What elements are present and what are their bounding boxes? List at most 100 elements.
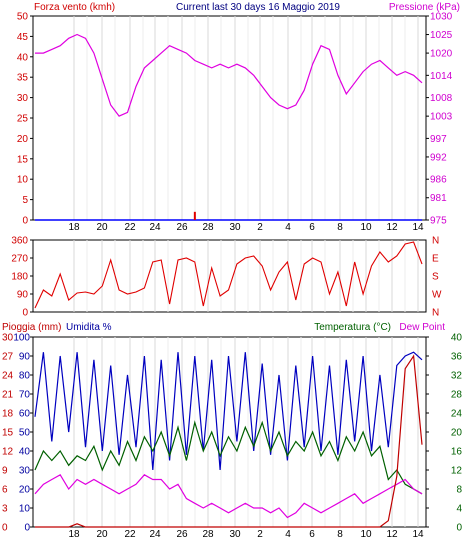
x-tick-label: 30 bbox=[229, 222, 241, 233]
x-tick-label: 30 bbox=[229, 529, 241, 540]
x-tick-label: 24 bbox=[149, 0, 161, 3]
humidity-tick-label: 20 bbox=[19, 485, 31, 496]
x-tick-label: 26 bbox=[176, 529, 188, 540]
x-tick-label: 4 bbox=[285, 529, 291, 540]
rain-tick-label: 15 bbox=[2, 428, 14, 439]
plot-area-1 bbox=[32, 15, 427, 221]
x-tick-label: 2 bbox=[257, 0, 263, 3]
wind-tick-label: 10 bbox=[17, 175, 29, 186]
pressure-series-line bbox=[35, 33, 423, 117]
x-tick-label: 8 bbox=[337, 529, 343, 540]
x-tick-label: 24 bbox=[149, 222, 161, 233]
x-tick-label: 2 bbox=[257, 529, 263, 540]
x-tick-label: 20 bbox=[96, 0, 108, 3]
humidity-tick-label: 30 bbox=[19, 466, 31, 477]
direction-tick-label: 360 bbox=[11, 236, 28, 247]
wind-tick-label: 20 bbox=[17, 134, 29, 145]
humidity-tick-label: 0 bbox=[24, 523, 30, 534]
rain-tick-label: 6 bbox=[2, 485, 8, 496]
wind-speed-axis-title: Forza vento (kmh) bbox=[34, 2, 115, 13]
rain-tick-label: 0 bbox=[2, 523, 8, 534]
humidity-tick-label: 50 bbox=[19, 428, 31, 439]
x-tick-label: 6 bbox=[309, 0, 315, 3]
humidity-tick-label: 70 bbox=[19, 390, 31, 401]
x-tick-label: 26 bbox=[176, 222, 188, 233]
x-tick-label: 10 bbox=[360, 222, 372, 233]
compass-tick-label: N bbox=[432, 236, 439, 247]
pressure-tick-label: 1025 bbox=[430, 30, 453, 41]
plot-area-2 bbox=[32, 239, 427, 313]
pressure-tick-label: 981 bbox=[430, 193, 447, 204]
dewpoint-series-line bbox=[34, 473, 423, 519]
rain-tick-label: 18 bbox=[2, 409, 14, 420]
humidity-tick-label: 80 bbox=[19, 371, 31, 382]
humidity-series-line bbox=[34, 351, 423, 471]
pressure-tick-label: 997 bbox=[430, 134, 447, 145]
wind-tick-label: 5 bbox=[22, 195, 28, 206]
x-tick-label: 18 bbox=[68, 529, 80, 540]
temperature-tick-label: 16 bbox=[451, 447, 463, 458]
temperature-tick-label: 12 bbox=[451, 466, 463, 477]
compass-tick-label: E bbox=[432, 254, 439, 265]
x-tick-label: 28 bbox=[202, 529, 214, 540]
x-tick-label: 12 bbox=[386, 529, 398, 540]
temperature-tick-label: 4 bbox=[456, 504, 462, 515]
humidity-tick-label: 60 bbox=[19, 409, 31, 420]
x-tick-label: 24 bbox=[149, 529, 161, 540]
pressure-axis-title: Pressione (kPa) bbox=[389, 2, 460, 13]
rain-tick-label: 30 bbox=[2, 333, 14, 344]
humidity-tick-label: 10 bbox=[19, 504, 31, 515]
chart-panels: 0510152025303540455097598198699299710031… bbox=[2, 0, 462, 540]
x-tick-label: 4 bbox=[285, 222, 291, 233]
x-tick-label: 20 bbox=[96, 529, 108, 540]
temperature-tick-label: 40 bbox=[451, 333, 463, 344]
wind-direction-series-line bbox=[34, 241, 423, 309]
wind-tick-label: 50 bbox=[17, 12, 29, 23]
x-tick-label: 12 bbox=[386, 0, 398, 3]
x-tick-label: 22 bbox=[124, 0, 136, 3]
pressure-tick-label: 1020 bbox=[430, 49, 453, 60]
wind-tick-label: 45 bbox=[17, 32, 29, 43]
x-tick-label: 30 bbox=[229, 0, 241, 3]
wind-tick-label: 35 bbox=[17, 73, 29, 84]
x-tick-label: 14 bbox=[412, 0, 424, 3]
humidity-tick-label: 90 bbox=[19, 352, 31, 363]
temperature-tick-label: 8 bbox=[456, 485, 462, 496]
wind-tick-label: 15 bbox=[17, 154, 29, 165]
direction-tick-label: 270 bbox=[11, 254, 28, 265]
compass-tick-label: W bbox=[432, 290, 442, 301]
rain-tick-label: 12 bbox=[2, 447, 14, 458]
temperature-tick-label: 24 bbox=[451, 409, 463, 420]
wind-tick-label: 25 bbox=[17, 114, 29, 125]
x-tick-label: 8 bbox=[337, 222, 343, 233]
humidity-axis-title: Umidita % bbox=[66, 322, 112, 333]
pressure-tick-label: 1003 bbox=[430, 112, 453, 123]
pressure-tick-label: 1008 bbox=[430, 93, 453, 104]
x-tick-label: 28 bbox=[202, 0, 214, 3]
temperature-series-line bbox=[34, 420, 423, 495]
x-tick-label: 18 bbox=[68, 0, 80, 3]
pressure-tick-label: 992 bbox=[430, 152, 447, 163]
compass-tick-label: N bbox=[432, 308, 439, 319]
pressure-tick-label: 975 bbox=[430, 216, 447, 227]
rain-tick-label: 9 bbox=[2, 466, 8, 477]
rain-tick-label: 24 bbox=[2, 371, 14, 382]
temperature-tick-label: 0 bbox=[456, 523, 462, 534]
x-tick-label: 10 bbox=[360, 529, 372, 540]
pressure-tick-label: 986 bbox=[430, 175, 447, 186]
rain-axis-title: Pioggia (mm) bbox=[2, 322, 61, 333]
x-tick-label: 8 bbox=[337, 0, 343, 3]
humidity-tick-label: 100 bbox=[13, 333, 30, 344]
wind-tick-label: 0 bbox=[22, 216, 28, 227]
direction-tick-label: 90 bbox=[17, 290, 29, 301]
rain-tick-label: 27 bbox=[2, 352, 14, 363]
rain-tick-label: 21 bbox=[2, 390, 14, 401]
humidity-tick-label: 40 bbox=[19, 447, 31, 458]
temperature-tick-label: 36 bbox=[451, 352, 463, 363]
wind-tick-label: 30 bbox=[17, 93, 29, 104]
pressure-tick-label: 1030 bbox=[430, 12, 453, 23]
chart-title: Current last 30 days 16 Maggio 2019 bbox=[176, 2, 340, 13]
temperature-axis-title: Temperatura (°C) bbox=[314, 322, 391, 333]
